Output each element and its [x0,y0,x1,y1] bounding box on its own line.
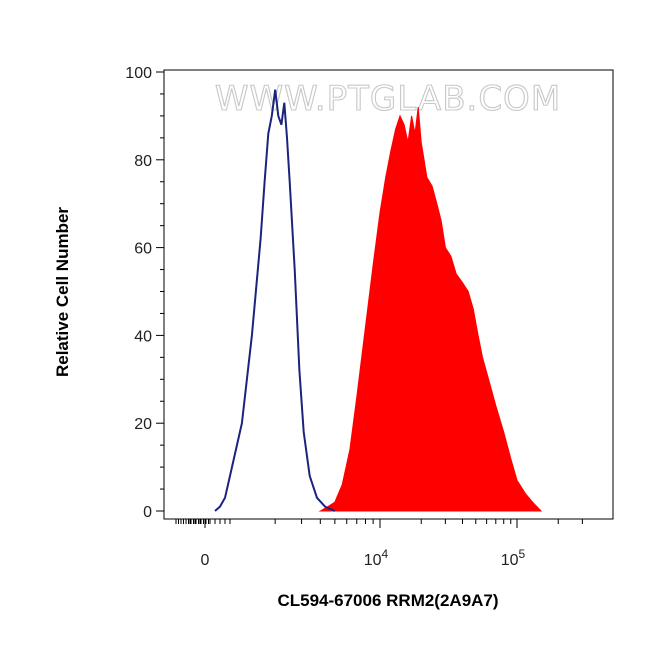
y-tick-label: 80 [134,153,152,170]
watermark: WWW.PTGLAB.COM [215,79,561,119]
x-axis-title: CL594-67006 RRM2(2A9A7) [277,591,498,610]
x-axis: 0 104 105 [175,519,583,569]
y-axis: 0 20 40 60 80 100 [125,65,164,521]
y-tick-label: 40 [134,328,152,345]
plot-area: WWW.PTGLAB.COM [163,69,614,520]
x-tick-label: 0 [201,552,210,569]
y-tick-label: 20 [134,416,152,433]
control-histogram [214,89,336,512]
x-tick-label: 105 [501,547,526,569]
y-tick-label: 100 [125,65,152,82]
x-tick-label: 104 [364,547,389,569]
y-tick-label: 0 [143,504,152,521]
y-tick-label: 60 [134,241,152,258]
sample-histogram [318,107,543,512]
y-axis-title: Relative Cell Number [53,207,72,377]
